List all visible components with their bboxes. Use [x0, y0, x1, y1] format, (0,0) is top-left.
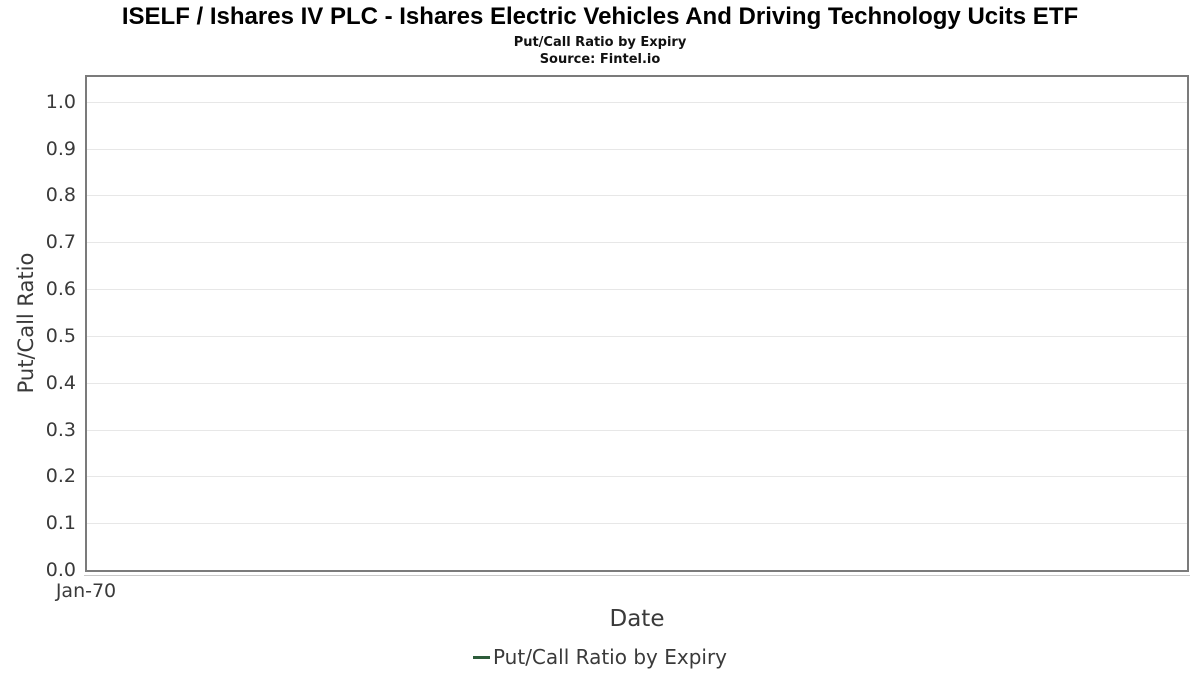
x-axis-label: Date: [609, 606, 665, 632]
y-tick-label: 0.8: [45, 184, 76, 206]
y-tick-label: 0.4: [45, 372, 76, 394]
gridline: [87, 289, 1187, 290]
gridline: [87, 383, 1187, 384]
gridline: [87, 195, 1187, 196]
gridline: [87, 242, 1187, 243]
y-tick-label: 1.0: [45, 91, 76, 113]
y-tick-label: 0.1: [45, 512, 76, 534]
y-tick-label: 0.3: [45, 419, 76, 441]
gridline: [87, 336, 1187, 337]
y-axis-label: Put/Call Ratio: [14, 252, 38, 394]
legend-line-marker: [472, 655, 490, 659]
chart-subtitle: Put/Call Ratio by Expiry: [513, 35, 687, 50]
legend-entry-put-call-ratio[interactable]: Put/Call Ratio by Expiry: [492, 645, 728, 669]
gridline: [87, 149, 1187, 150]
y-tick-label: 0.7: [45, 231, 76, 253]
y-tick-label: 0.0: [45, 559, 76, 581]
y-tick-label: 0.5: [45, 325, 76, 347]
chart-title: ISELF / Ishares IV PLC - Ishares Electri…: [121, 3, 1079, 30]
y-tick-label: 0.9: [45, 138, 76, 160]
chart-source: Source: Fintel.io: [539, 52, 661, 67]
legend: Put/Call Ratio by Expiry: [0, 645, 1200, 669]
y-tick-label: 0.2: [45, 465, 76, 487]
gridline: [87, 430, 1187, 431]
plot-area: [85, 75, 1189, 572]
gridline: [87, 476, 1187, 477]
x-axis-line: [84, 575, 1190, 576]
gridline: [87, 102, 1187, 103]
gridline: [87, 523, 1187, 524]
x-tick-label: Jan-70: [55, 580, 117, 602]
y-tick-label: 0.6: [45, 278, 76, 300]
